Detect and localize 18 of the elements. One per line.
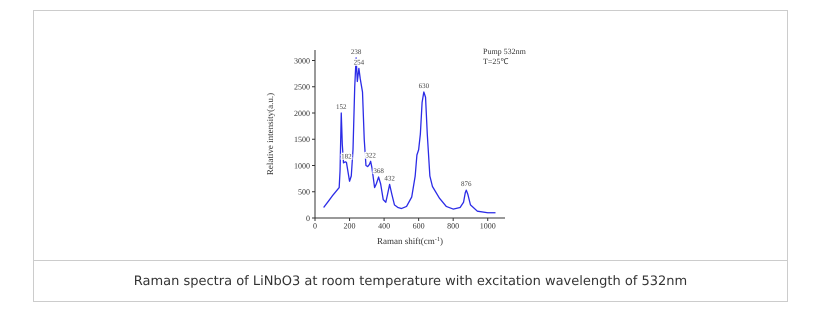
y-tick-label: 1500 bbox=[294, 135, 310, 144]
y-axis-title: Relative intensity(a.u.) bbox=[265, 92, 275, 176]
y-tick-label: 500 bbox=[298, 188, 310, 197]
y-tick-label: 0 bbox=[306, 214, 310, 223]
x-tick-label: 600 bbox=[412, 222, 425, 231]
x-tick-label: 800 bbox=[447, 222, 460, 231]
y-tick-label: 1000 bbox=[294, 161, 310, 170]
y-tick-label: 2500 bbox=[294, 82, 310, 92]
x-axis-title: Raman shift(cm$^{-1}$) bbox=[377, 236, 443, 246]
y-tick-label: 3000 bbox=[294, 56, 310, 66]
x-tick-label: 200 bbox=[344, 222, 356, 231]
text: Raman spectra of LiNbO3 at room temperature with excitation wavelength of 532nm bbox=[132, 272, 688, 290]
x-tick-label: 400 bbox=[378, 222, 390, 231]
annotation: Pump 532nm bbox=[483, 47, 526, 57]
x-tick-label: 0 bbox=[313, 222, 317, 231]
y-tick-label: 2000 bbox=[294, 108, 310, 118]
x-tick-label: 1000 bbox=[480, 222, 496, 231]
annotation: T=25℃ bbox=[483, 57, 510, 67]
